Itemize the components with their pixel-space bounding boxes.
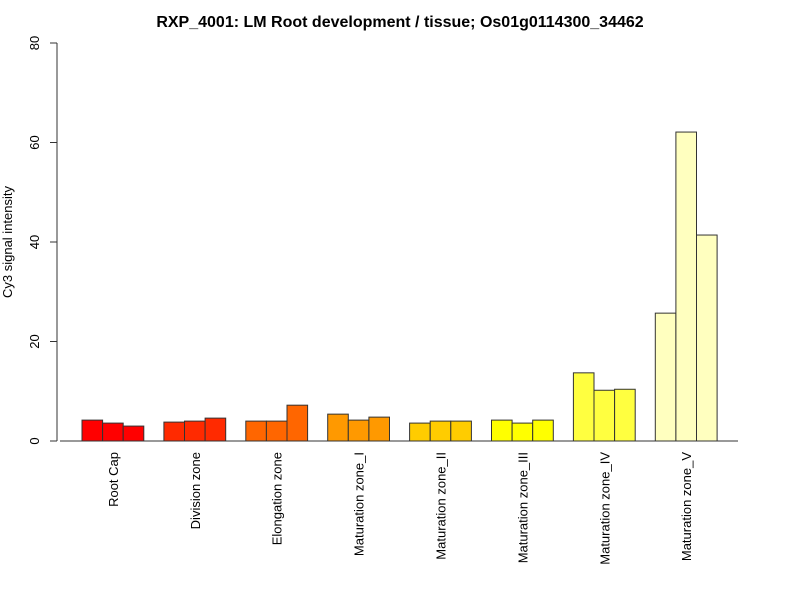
bar (614, 388, 636, 442)
x-tick-label: Root Cap (106, 452, 121, 507)
bar (696, 234, 718, 442)
bar (429, 420, 452, 442)
bar-group (491, 419, 554, 442)
y-tick-label: 40 (27, 235, 42, 249)
x-tick-label: Maturation zone_V (679, 452, 694, 561)
x-tick-label: Maturation zone_II (434, 452, 449, 560)
bar (102, 422, 124, 442)
bar (409, 422, 431, 442)
bar (572, 372, 595, 442)
bar (265, 420, 288, 442)
y-tick-label: 60 (27, 135, 42, 149)
bar-group (572, 372, 636, 442)
x-tick-label: Elongation zone (270, 452, 285, 545)
x-tick-label: Maturation zone_IV (597, 452, 612, 565)
bar (532, 419, 554, 442)
y-axis-label: Cy3 signal intensity (0, 186, 15, 298)
y-tick-label: 80 (27, 36, 42, 50)
bars (81, 131, 718, 442)
bar-group (163, 417, 227, 442)
bar (163, 421, 185, 442)
bar (368, 416, 390, 442)
bar-group (409, 420, 472, 442)
x-tick-label: Maturation zone_III (515, 452, 530, 563)
bar (184, 420, 206, 442)
bar (491, 419, 513, 442)
y-tick-label: 0 (27, 437, 42, 444)
bar (327, 413, 349, 442)
bar (511, 422, 534, 442)
bar-group (327, 413, 390, 442)
bar-group (245, 404, 309, 442)
chart-title: RXP_4001: LM Root development / tissue; … (156, 14, 643, 31)
x-tick-label: Maturation zone_I (352, 452, 367, 556)
bar (675, 131, 698, 442)
bar-group (654, 131, 718, 442)
bar (593, 389, 616, 442)
bar (286, 404, 309, 442)
bar (347, 419, 370, 442)
bar (122, 425, 145, 442)
bar (245, 420, 267, 442)
y-axis: 0 20 40 60 80 (27, 36, 58, 445)
bar-group (81, 419, 145, 442)
x-tick-label: Division zone (188, 452, 203, 529)
bar (654, 312, 677, 442)
bar (204, 417, 227, 442)
bar (450, 420, 472, 442)
bar (81, 419, 104, 442)
y-tick-label: 20 (27, 334, 42, 348)
category-labels: Root Cap Division zone Elongation zone Matu… (106, 452, 694, 565)
